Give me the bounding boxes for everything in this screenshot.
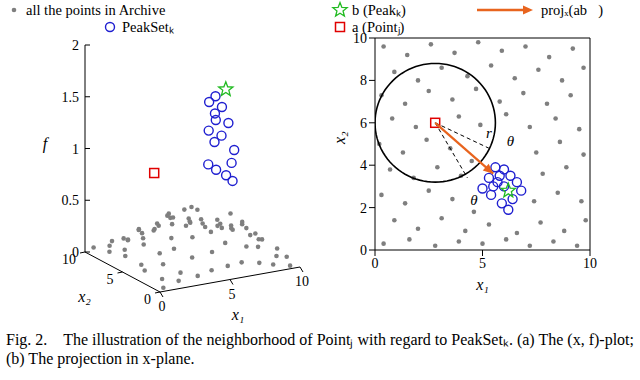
svg-text:x₁: x₁ bbox=[475, 276, 489, 293]
svg-text:1: 1 bbox=[72, 142, 79, 157]
svg-text:0: 0 bbox=[144, 292, 151, 307]
svg-text:f: f bbox=[43, 135, 50, 153]
svg-text:5: 5 bbox=[479, 256, 486, 271]
svg-text:8: 8 bbox=[360, 73, 367, 88]
svg-text:5: 5 bbox=[229, 287, 236, 302]
svg-text:b (Peakₖ): b (Peakₖ) bbox=[352, 2, 406, 19]
svg-text:θ: θ bbox=[507, 133, 515, 149]
svg-text:10: 10 bbox=[62, 252, 76, 267]
svg-text:θ: θ bbox=[470, 192, 478, 208]
svg-text:a (Pointⱼ): a (Pointⱼ) bbox=[352, 19, 405, 35]
svg-text:PeakSetₖ: PeakSetₖ bbox=[122, 19, 174, 35]
svg-text:0: 0 bbox=[72, 245, 79, 260]
svg-text:6: 6 bbox=[360, 116, 367, 131]
svg-text:5: 5 bbox=[107, 272, 114, 287]
svg-text:10: 10 bbox=[583, 256, 597, 271]
html-text:Fig. 2. The illustration of th: Fig. 2. The illustration of the neighbor… bbox=[6, 331, 638, 367]
svg-text:projₓ(ab⃗): projₓ(ab⃗) bbox=[541, 2, 603, 19]
svg-text:2: 2 bbox=[72, 38, 79, 53]
svg-text:r: r bbox=[486, 125, 492, 141]
svg-text:4: 4 bbox=[360, 158, 367, 173]
svg-text:0.5: 0.5 bbox=[62, 193, 80, 208]
svg-text:2: 2 bbox=[360, 201, 367, 216]
svg-text:0: 0 bbox=[372, 256, 379, 271]
svg-text:1.5: 1.5 bbox=[62, 90, 80, 105]
svg-text:0: 0 bbox=[360, 243, 367, 258]
svg-text:x₁: x₁ bbox=[231, 306, 245, 323]
svg-text:x₂: x₂ bbox=[77, 288, 91, 305]
svg-text:0: 0 bbox=[159, 299, 166, 314]
svg-text:10: 10 bbox=[295, 274, 309, 289]
svg-text:all the points in Archive: all the points in Archive bbox=[26, 2, 165, 18]
svg-text:x₂: x₂ bbox=[331, 131, 348, 145]
svg-text:10: 10 bbox=[353, 31, 367, 46]
